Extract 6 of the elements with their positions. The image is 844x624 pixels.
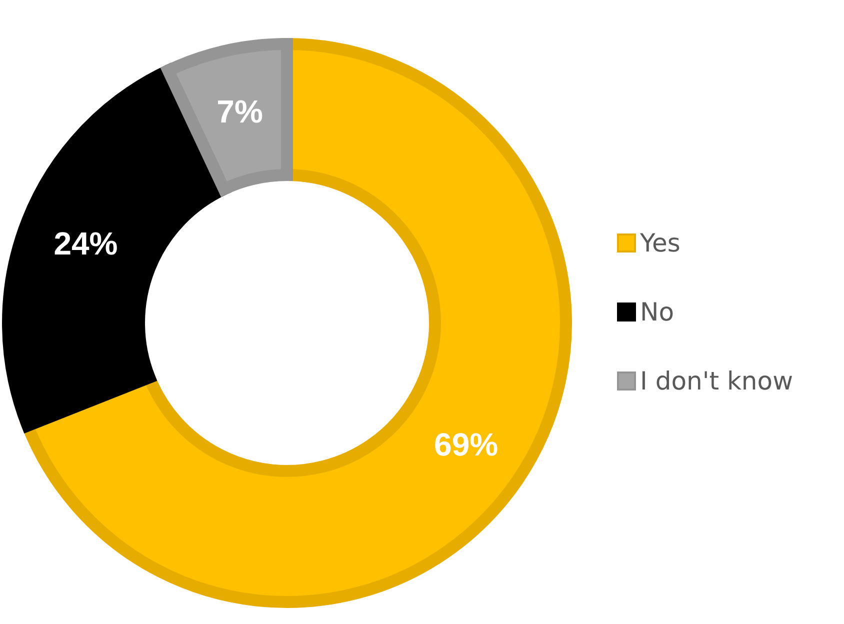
data-label: 7% bbox=[216, 94, 263, 130]
data-label: 69% bbox=[434, 426, 498, 463]
legend-label: No bbox=[640, 298, 674, 326]
legend-label: I don't know bbox=[640, 366, 794, 396]
data-label: 24% bbox=[54, 225, 118, 262]
legend-label: Yes bbox=[639, 228, 680, 258]
